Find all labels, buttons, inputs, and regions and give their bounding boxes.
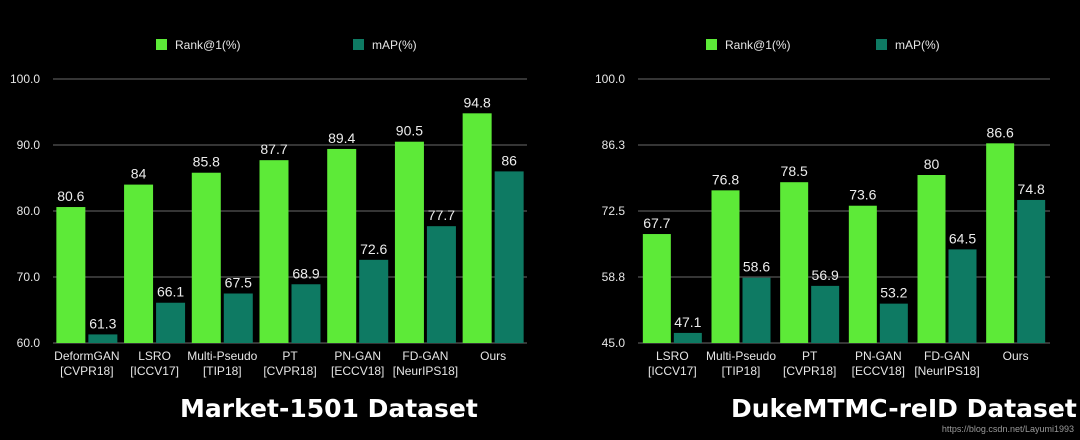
x-category-label: [TIP18] xyxy=(722,364,761,378)
map-bar xyxy=(291,284,321,343)
dukemtmc-chart: 45.0 58.8 72.5 86.3 100.0 Rank@1(%) mAP(%) 67.7… xyxy=(595,38,1050,378)
map-value-label: 67.5 xyxy=(225,275,252,291)
rank1-bar xyxy=(124,184,154,343)
rank1-bar xyxy=(848,205,877,343)
x-category-label: [CVPR18] xyxy=(783,364,836,378)
map-value-label: 47.1 xyxy=(674,314,701,330)
map-value-label: 74.8 xyxy=(1018,181,1045,197)
map-value-label: 86 xyxy=(501,152,517,168)
x-category-label: [NeurIPS18] xyxy=(914,364,979,378)
map-bar xyxy=(811,285,840,343)
x-category-label: LSRO xyxy=(138,349,171,363)
x-category-label: Ours xyxy=(1003,349,1029,363)
map-value-label: 64.5 xyxy=(949,230,976,246)
rank1-bar xyxy=(327,148,357,343)
legend-label-map: mAP(%) xyxy=(895,38,940,52)
map-bar xyxy=(742,277,771,343)
map-bar xyxy=(673,332,702,343)
map-value-label: 72.6 xyxy=(360,241,387,257)
y-tick-label: 90.0 xyxy=(17,138,41,152)
rank1-value-label: 87.7 xyxy=(260,141,287,157)
x-category-label: [TIP18] xyxy=(203,364,242,378)
rank1-bar xyxy=(56,207,86,343)
y-tick-label: 70.0 xyxy=(17,270,41,284)
x-category-label: Multi-Pseudo xyxy=(187,349,257,363)
x-category-label: LSRO xyxy=(656,349,689,363)
map-bar xyxy=(948,249,977,343)
legend-swatch-map xyxy=(876,39,887,50)
rank1-value-label: 80.6 xyxy=(57,188,84,204)
rank1-bar xyxy=(780,182,809,343)
rank1-bar xyxy=(462,113,492,343)
rank1-bar xyxy=(986,143,1015,343)
rank1-value-label: 94.8 xyxy=(464,94,491,110)
market1501-chart: 60.0 70.0 80.0 90.0 100.0 Rank@1(%) mAP(%) 80.6… xyxy=(10,38,527,378)
legend-swatch-map xyxy=(353,39,364,50)
x-category-label: FD-GAN xyxy=(402,349,448,363)
rank1-value-label: 86.6 xyxy=(987,124,1014,140)
rank1-value-label: 90.5 xyxy=(396,123,423,139)
x-category-label: PT xyxy=(282,349,298,363)
map-value-label: 66.1 xyxy=(157,284,184,300)
map-value-label: 68.9 xyxy=(292,265,319,281)
x-category-label: [ICCV17] xyxy=(130,364,179,378)
rank1-bar xyxy=(394,141,424,343)
rank1-value-label: 73.6 xyxy=(849,187,876,203)
x-category-label: [CVPR18] xyxy=(60,364,113,378)
map-bar xyxy=(88,334,118,343)
rank1-value-label: 84 xyxy=(131,166,147,182)
x-category-label: DeformGAN xyxy=(54,349,119,363)
x-category-label: PN-GAN xyxy=(855,349,902,363)
map-value-label: 61.3 xyxy=(89,315,116,331)
y-tick-label: 100.0 xyxy=(595,72,625,86)
rank1-bar xyxy=(917,175,946,343)
map-bar xyxy=(426,226,456,343)
rank1-value-label: 76.8 xyxy=(712,171,739,187)
map-value-label: 56.9 xyxy=(812,267,839,283)
x-category-label: [NeurIPS18] xyxy=(393,364,458,378)
legend-swatch-rank1 xyxy=(706,39,717,50)
y-tick-label: 60.0 xyxy=(17,336,41,350)
legend-label-rank1: Rank@1(%) xyxy=(175,38,241,52)
rank1-value-label: 67.7 xyxy=(643,215,670,231)
dukemtmc-title: DukeMTMC-reID Dataset xyxy=(731,394,1077,423)
x-category-label: FD-GAN xyxy=(924,349,970,363)
y-tick-label: 58.8 xyxy=(602,270,626,284)
legend-swatch-rank1 xyxy=(156,39,167,50)
legend-label-map: mAP(%) xyxy=(372,38,417,52)
map-value-label: 58.6 xyxy=(743,259,770,275)
x-category-label: PT xyxy=(802,349,818,363)
rank1-value-label: 89.4 xyxy=(328,130,355,146)
map-bar xyxy=(1017,199,1046,343)
map-bar xyxy=(879,303,908,343)
legend-label-rank1: Rank@1(%) xyxy=(725,38,791,52)
y-tick-label: 45.0 xyxy=(602,336,626,350)
x-category-label: Ours xyxy=(480,349,506,363)
x-category-label: Multi-Pseudo xyxy=(706,349,776,363)
rank1-bar xyxy=(259,160,289,343)
watermark: https://blog.csdn.net/Layumi1993 xyxy=(941,424,1074,434)
map-bar xyxy=(494,171,524,343)
rank1-value-label: 85.8 xyxy=(193,154,220,170)
x-category-label: PN-GAN xyxy=(334,349,381,363)
map-bar xyxy=(223,293,253,343)
rank1-value-label: 80 xyxy=(924,156,940,172)
y-tick-label: 100.0 xyxy=(10,72,40,86)
x-category-label: [CVPR18] xyxy=(263,364,316,378)
rank1-bar xyxy=(191,172,221,343)
x-category-label: [ECCV18] xyxy=(852,364,905,378)
map-value-label: 53.2 xyxy=(880,285,907,301)
y-tick-label: 80.0 xyxy=(17,204,41,218)
map-bar xyxy=(156,302,186,343)
map-bar xyxy=(359,259,389,343)
x-category-label: [ICCV17] xyxy=(648,364,697,378)
rank1-bar xyxy=(642,234,671,343)
rank1-bar xyxy=(711,190,740,343)
y-tick-label: 86.3 xyxy=(602,138,626,152)
rank1-value-label: 78.5 xyxy=(781,163,808,179)
x-category-label: [ECCV18] xyxy=(331,364,384,378)
map-value-label: 77.7 xyxy=(428,207,455,223)
market1501-title: Market-1501 Dataset xyxy=(180,394,478,423)
y-tick-label: 72.5 xyxy=(602,204,626,218)
